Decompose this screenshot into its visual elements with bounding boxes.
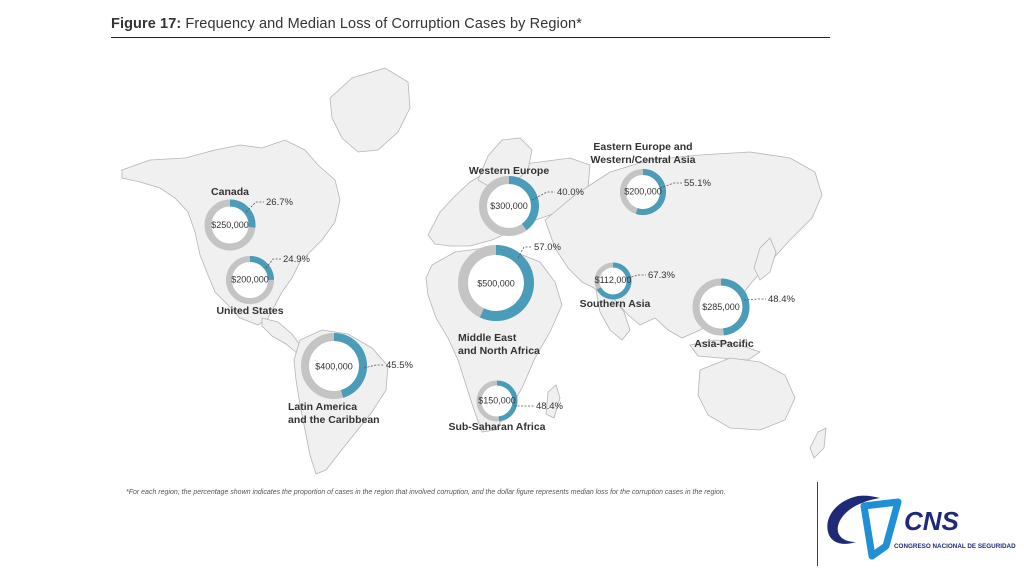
region-name-asia-pacific: Asia-Pacific: [694, 338, 754, 350]
leader-line-western-europe: [531, 191, 555, 201]
percent-label-united-states: 24.9%: [283, 254, 310, 265]
percent-label-latin-america-and-the-caribbean: 45.5%: [386, 360, 413, 371]
region-eastern-europe-and-western-central-asia: $200,000 55.1% Eastern Europe and Western/C…: [590, 141, 711, 215]
region-rings: $250,000 26.7% Canada $200,000 24.9% United S…: [204, 141, 795, 433]
median-loss-sub-saharan-africa: $150,000: [478, 395, 516, 405]
region-name-southern-asia: Southern Asia: [580, 298, 651, 310]
median-loss-latin-america-and-the-caribbean: $400,000: [315, 361, 353, 371]
region-name-line: Middle East: [458, 332, 517, 344]
world-map-chart: $250,000 26.7% Canada $200,000 24.9% United S…: [121, 67, 827, 475]
region-name-western-europe: Western Europe: [469, 165, 549, 177]
ring-arc-sub-saharan-africa: [496, 380, 518, 422]
median-loss-southern-asia: $112,000: [595, 275, 632, 285]
figure-title-text: Frequency and Median Loss of Corruption …: [181, 16, 582, 32]
region-name-line: Western Europe: [469, 165, 549, 177]
percent-label-southern-asia: 67.3%: [648, 270, 675, 281]
leader-line-eastern-europe-and-western-central-asia: [659, 182, 682, 189]
region-latin-america-and-the-caribbean: $400,000 45.5% Latin America and the Caribb…: [288, 333, 413, 426]
region-name-line: and the Caribbean: [288, 414, 380, 426]
median-loss-western-europe: $300,000: [490, 201, 528, 211]
logo-swoosh: [827, 495, 880, 544]
footnote: *For each region, the percentage shown i…: [126, 489, 726, 496]
region-name-line: Western/Central Asia: [590, 154, 695, 166]
percent-label-western-europe: 40.0%: [557, 187, 584, 198]
ring-arc-middle-east-and-north-africa: [479, 245, 534, 321]
land-japan: [753, 237, 777, 281]
region-name-united-states: United States: [216, 305, 283, 317]
region-name-line: Latin America: [288, 401, 357, 413]
land-indonesia: [689, 339, 761, 361]
figure-title: Figure 17: Frequency and Median Loss of …: [111, 16, 582, 32]
land-new-zealand: [809, 427, 827, 459]
logo-shield: [860, 498, 902, 560]
region-name-line: Sub-Saharan Africa: [448, 421, 545, 433]
region-name-eastern-europe-and-western-central-asia: Eastern Europe and Western/Central Asia: [590, 141, 695, 166]
region-name-line: Eastern Europe and: [593, 141, 692, 153]
percent-label-canada: 26.7%: [266, 197, 293, 208]
logo-text: CNS: [904, 506, 960, 536]
region-canada: $250,000 26.7% Canada: [204, 186, 293, 251]
median-loss-eastern-europe-and-western-central-asia: $200,000: [624, 186, 662, 196]
ring-arc-asia-pacific: [720, 278, 750, 336]
leader-line-asia-pacific: [743, 298, 766, 301]
leader-line-canada: [245, 201, 264, 213]
region-asia-pacific: $285,000 48.4% Asia-Pacific: [692, 278, 795, 350]
logo-divider: [817, 482, 818, 566]
region-name-middle-east-and-north-africa: Middle East and North Africa: [458, 332, 540, 357]
region-sub-saharan-africa: $150,000 48.4% Sub-Saharan Africa: [448, 380, 563, 433]
region-name-sub-saharan-africa: Sub-Saharan Africa: [448, 421, 545, 433]
region-middle-east-and-north-africa: $500,000 57.0% Middle East and North Africa: [458, 242, 561, 357]
median-loss-asia-pacific: $285,000: [702, 302, 740, 312]
region-united-states: $200,000 24.9% United States: [216, 254, 310, 317]
region-name-line: and North Africa: [458, 345, 540, 357]
leader-line-latin-america-and-the-caribbean: [363, 364, 384, 369]
percent-label-sub-saharan-africa: 48.4%: [536, 401, 563, 412]
ring-arc-western-europe: [508, 176, 539, 231]
percent-label-eastern-europe-and-western-central-asia: 55.1%: [684, 178, 711, 189]
leader-line-united-states: [265, 258, 281, 269]
region-name-latin-america-and-the-caribbean: Latin America and the Caribbean: [288, 401, 380, 426]
region-name-line: Southern Asia: [580, 298, 651, 310]
cns-logo: CNS CONGRESO NACIONAL DE SEGURIDAD: [827, 495, 1016, 560]
leader-line-middle-east-and-north-africa: [517, 246, 532, 259]
logo-subtitle: CONGRESO NACIONAL DE SEGURIDAD: [894, 543, 1016, 550]
region-southern-asia: $112,000 67.3% Southern Asia: [580, 262, 675, 310]
land-greenland: [329, 67, 411, 153]
percent-label-asia-pacific: 48.4%: [768, 294, 795, 305]
leader-line-southern-asia: [627, 274, 646, 279]
median-loss-united-states: $200,000: [231, 275, 269, 285]
region-western-europe: $300,000 40.0% Western Europe: [469, 165, 584, 236]
ring-arc-united-states: [249, 256, 274, 281]
region-name-line: Asia-Pacific: [694, 338, 754, 350]
region-name-line: Canada: [211, 186, 249, 198]
ring-arc-canada: [229, 199, 256, 228]
median-loss-middle-east-and-north-africa: $500,000: [477, 278, 515, 288]
region-name-canada: Canada: [211, 186, 249, 198]
region-name-line: United States: [216, 305, 283, 317]
ring-arc-eastern-europe-and-western-central-asia: [635, 169, 666, 215]
ring-arc-latin-america-and-the-caribbean: [333, 333, 367, 398]
median-loss-canada: $250,000: [211, 220, 249, 230]
figure-title-number: Figure 17:: [111, 16, 182, 32]
percent-label-middle-east-and-north-africa: 57.0%: [534, 242, 561, 253]
land-australia: [697, 357, 796, 431]
ring-arc-southern-asia: [596, 262, 632, 300]
land-madagascar: [545, 384, 561, 419]
title-rule: [111, 37, 830, 38]
